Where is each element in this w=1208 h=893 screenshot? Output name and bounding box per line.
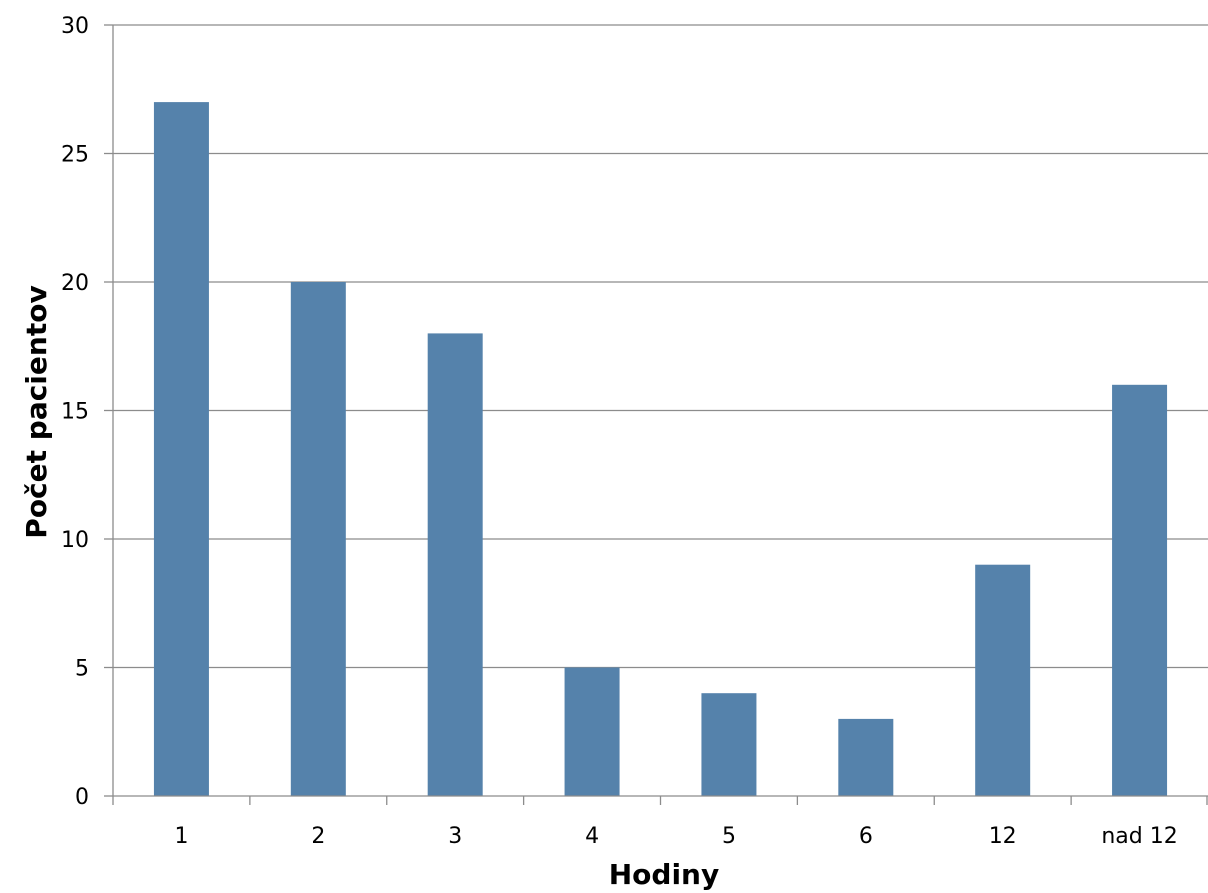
y-tick-label: 10 xyxy=(61,528,89,553)
x-tick-label: 3 xyxy=(448,824,462,849)
x-axis-title: Hodiny xyxy=(609,858,720,891)
y-tick-label: 25 xyxy=(61,143,89,168)
axes xyxy=(104,24,1208,805)
y-tick-label: 15 xyxy=(61,400,89,425)
bar xyxy=(564,667,620,796)
x-tick-label: 2 xyxy=(311,824,325,849)
y-tick-label: 30 xyxy=(61,14,89,39)
bar xyxy=(701,693,757,796)
y-axis-title: Počet pacientov xyxy=(20,285,53,538)
x-tick-label: 12 xyxy=(989,824,1017,849)
bar xyxy=(1112,384,1168,796)
x-tick-label: 5 xyxy=(722,824,736,849)
gridlines xyxy=(113,24,1208,669)
x-tick-label: nad 12 xyxy=(1101,824,1177,849)
y-tick-label: 5 xyxy=(75,657,89,682)
x-tick-label: 4 xyxy=(585,824,599,849)
bars xyxy=(153,102,1168,797)
bar xyxy=(153,102,209,797)
y-tick-label: 0 xyxy=(75,785,89,810)
bar xyxy=(290,282,346,796)
x-tick-label: 1 xyxy=(174,824,188,849)
x-tick-label: 6 xyxy=(859,824,873,849)
y-tick-labels: 0 5 10 15 20 25 30 xyxy=(61,14,89,810)
x-tick-labels: 1 2 3 4 5 6 12 nad 12 xyxy=(174,824,1177,849)
bar xyxy=(975,564,1031,796)
y-tick-label: 20 xyxy=(61,271,89,296)
bar xyxy=(427,333,483,796)
bar xyxy=(838,718,894,796)
